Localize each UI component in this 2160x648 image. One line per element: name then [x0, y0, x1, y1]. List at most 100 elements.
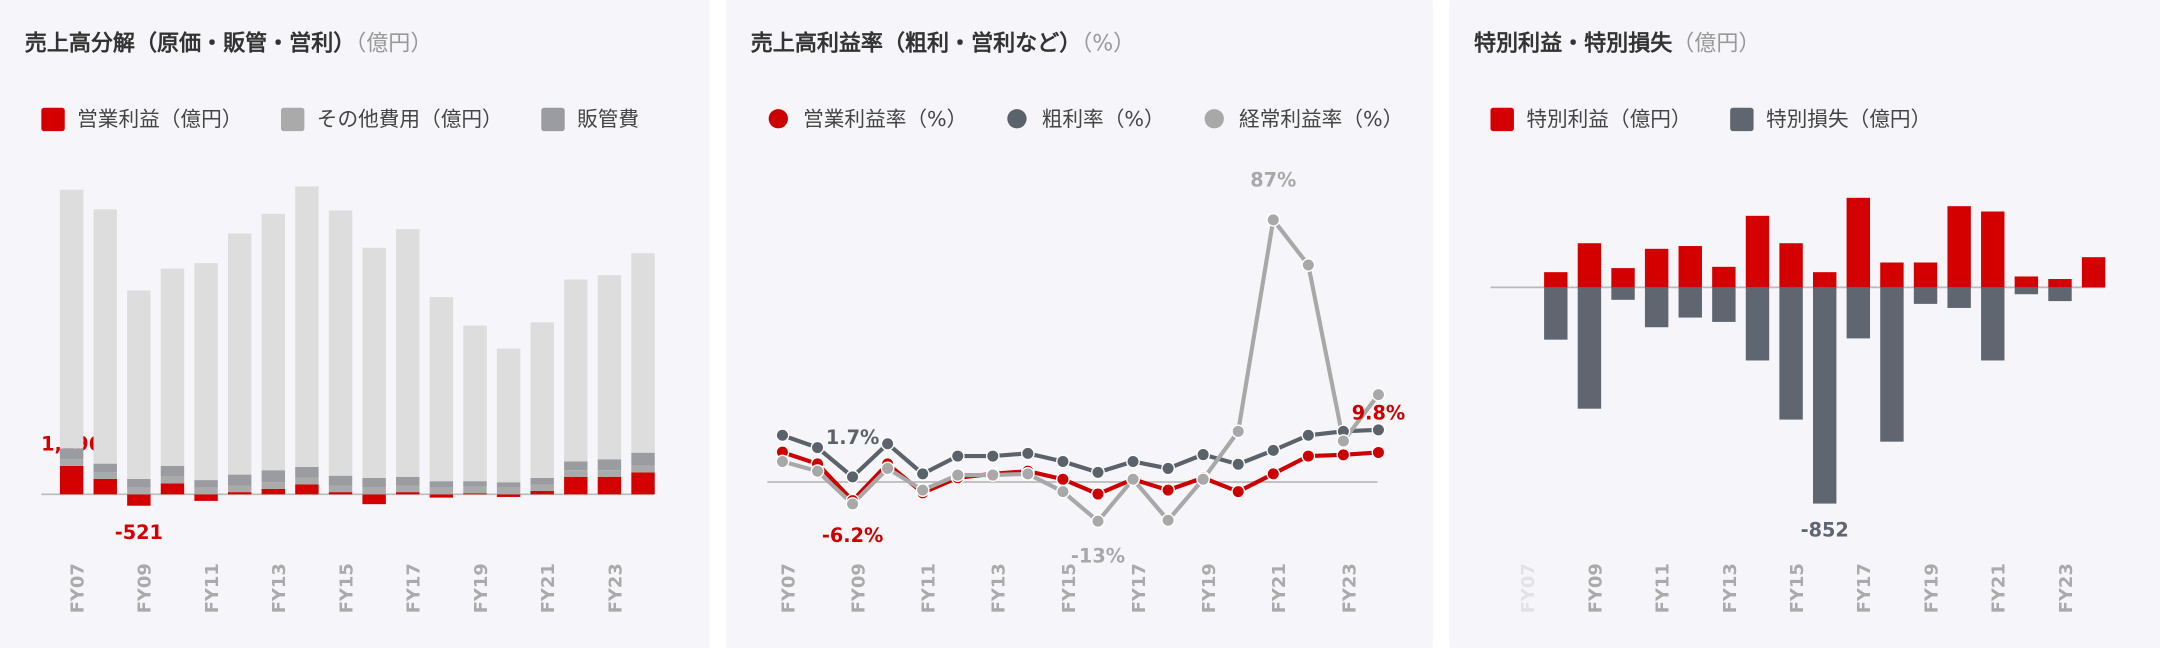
bar: [2048, 287, 2072, 302]
bar: [463, 493, 487, 495]
point: [950, 468, 965, 482]
bar: [2048, 279, 2072, 288]
point: [1371, 387, 1386, 402]
data-label: -13%: [1071, 544, 1125, 567]
bar: [194, 263, 218, 481]
point: [1266, 212, 1281, 227]
bar: [59, 448, 84, 460]
point: [1301, 449, 1316, 463]
bar: [1611, 287, 1635, 300]
point: [1336, 447, 1351, 462]
bar: [1812, 272, 1837, 288]
bar: [2014, 276, 2039, 288]
point: [1056, 472, 1070, 487]
bar: [530, 484, 554, 492]
point: [845, 469, 860, 484]
bar: [160, 476, 185, 484]
bar: [1880, 287, 1904, 442]
bar: [261, 488, 286, 495]
chart-title: 売上高分解（原価・販管・営利）（億円）: [25, 30, 433, 56]
bar: [328, 475, 353, 486]
legend-marker: [768, 109, 788, 129]
bar: [1812, 287, 1837, 504]
legend-marker: [1730, 107, 1754, 132]
bar: [261, 213, 286, 471]
point: [1161, 513, 1175, 528]
bar: [295, 484, 319, 495]
bar: [1544, 272, 1568, 288]
bar: [1981, 211, 2005, 288]
x-tick-label: FY09: [848, 563, 869, 613]
bar: [362, 247, 386, 478]
bar: [93, 209, 117, 464]
point: [845, 497, 860, 511]
bar: [1678, 287, 1702, 318]
bar: [1611, 268, 1635, 288]
bar: [631, 253, 655, 453]
x-tick-label: FY15: [336, 563, 357, 613]
point: [1266, 466, 1281, 481]
point: [1371, 445, 1386, 460]
bar: [194, 494, 218, 501]
title-unit: （%）: [1081, 31, 1135, 56]
title-text: 売上高利益率（粗利・営利など）: [751, 30, 1081, 56]
bar: [463, 325, 487, 482]
bar: [227, 485, 252, 493]
point: [1266, 443, 1281, 458]
x-tick-label: FY15: [1059, 563, 1080, 613]
title-unit: （億円）: [1672, 31, 1760, 56]
x-tick-label: FY23: [2056, 563, 2077, 613]
bar: [1913, 262, 1938, 288]
bar: [1577, 287, 1602, 409]
bar: [631, 465, 655, 473]
title-unit: （億円）: [355, 31, 432, 56]
point: [950, 449, 965, 463]
bar: [1644, 287, 1669, 328]
bar: [227, 233, 252, 475]
bar: [631, 452, 655, 466]
data-label: -6.2%: [822, 524, 883, 547]
x-tick-label: FY17: [1129, 563, 1150, 613]
legend-label: 特別損失（億円）: [1766, 107, 1931, 131]
bar: [127, 478, 151, 488]
point: [1091, 487, 1105, 501]
bar: [194, 487, 218, 495]
bar: [496, 482, 521, 488]
x-tick-label: FY21: [1989, 563, 2010, 613]
bar: [396, 229, 420, 477]
point: [880, 461, 895, 476]
bar: [597, 275, 622, 460]
bar: [429, 494, 454, 498]
bar: [1678, 246, 1702, 288]
bar: [530, 322, 554, 478]
legend-marker: [1007, 109, 1027, 129]
data-label: 87%: [1250, 169, 1296, 192]
bar: [1846, 197, 1871, 288]
bar: [429, 487, 454, 495]
bar: [93, 463, 117, 473]
bar: [396, 492, 420, 495]
bar: [463, 486, 487, 494]
bar: [1981, 287, 2005, 361]
legend: 営業利益（億円） その他費用（億円） 販管費: [41, 107, 639, 132]
point: [1301, 258, 1316, 272]
point: [1336, 434, 1351, 448]
bar: [160, 268, 185, 466]
data-label: 1.7%: [826, 426, 879, 449]
data-label: -852: [1801, 519, 1849, 542]
bar: [362, 487, 386, 495]
bar: [564, 461, 588, 471]
point: [1231, 484, 1246, 499]
bar: [1779, 243, 1803, 288]
bar: [93, 472, 117, 479]
x-tick-label: FY23: [605, 563, 626, 613]
point: [1126, 472, 1140, 487]
title-text: 特別利益・特別損失: [1474, 30, 1673, 56]
bar: [597, 459, 622, 471]
legend-label: 特別利益（億円）: [1526, 107, 1691, 131]
chart-title: 特別利益・特別損失（億円）: [1474, 30, 1760, 56]
bar: [564, 470, 588, 477]
bar: [1745, 287, 1770, 361]
bar: [328, 485, 353, 493]
point: [985, 468, 1000, 482]
